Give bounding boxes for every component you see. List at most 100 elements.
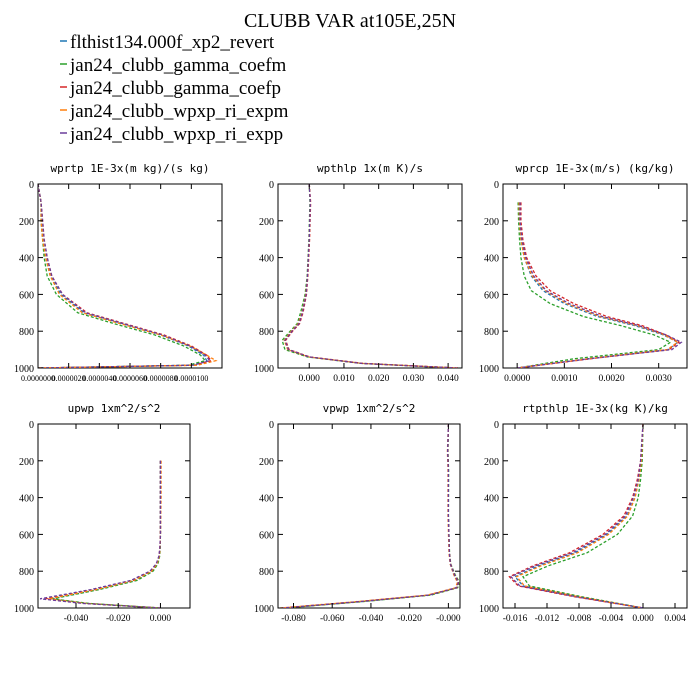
panel-4-series-3-line bbox=[45, 460, 162, 608]
panel-1-ytick-label-2: 200 bbox=[19, 217, 34, 228]
panel-3-series bbox=[517, 202, 683, 368]
panel-4-ytick-label-5: 800 bbox=[19, 567, 34, 578]
panel-3-series-1-line bbox=[517, 202, 679, 368]
panel-4-xtick-label-3: 0.000 bbox=[150, 614, 172, 624]
panel-3: wprcp 1E-3x(m/s) (kg/kg) 0 200 400 600 800 100… bbox=[479, 162, 688, 384]
panel-2-ytick-label-3: 400 bbox=[259, 254, 274, 265]
legend: flthist134.000f_xp2_revert jan24_clubb_g… bbox=[60, 32, 289, 145]
panel-3-ytick-label-6: 1000 bbox=[479, 364, 499, 375]
panel-3-frame bbox=[502, 183, 688, 369]
panel-6-series-5-line bbox=[509, 424, 644, 608]
panel-1-xtick-label-3: 0.0000040 bbox=[82, 374, 116, 383]
panel-1-series-1-line bbox=[38, 184, 208, 368]
panel-2-ytick-label-5: 800 bbox=[259, 327, 274, 338]
panel-2-xtick-label-5: 0.040 bbox=[437, 374, 459, 384]
panel-2-ytick-label-4: 600 bbox=[259, 290, 274, 301]
panel-6-xtick-label-4: -0.004 bbox=[599, 614, 624, 624]
legend-item-1: flthist134.000f_xp2_revert bbox=[70, 32, 275, 53]
panel-5-series-3-line bbox=[281, 424, 460, 608]
panel-1-frame bbox=[37, 183, 223, 369]
panel-2-xtick-label-4: 0.030 bbox=[403, 374, 425, 384]
panel-6-series-3-line bbox=[508, 424, 644, 608]
panel-1-xtick-label-5: 0.0000080 bbox=[144, 374, 178, 383]
panel-5-frame bbox=[277, 423, 461, 609]
panel-1-ytick-label-4: 600 bbox=[19, 290, 34, 301]
panel-6-ytick-label-3: 400 bbox=[484, 494, 499, 505]
panel-6-ytick-label-6: 1000 bbox=[479, 604, 499, 615]
panel-3-xtick-label-2: 0.0010 bbox=[551, 374, 577, 384]
panel-2-series-5-line bbox=[284, 184, 457, 368]
panel-3-xtick-label-3: 0.0020 bbox=[598, 374, 624, 384]
legend-item-2-label: jan24_clubb_gamma_coefm bbox=[69, 55, 287, 76]
panel-6: rtpthlp 1E-3x(kg K)/kg02004006008001000-… bbox=[479, 402, 688, 624]
legend-item-4-label: jan24_clubb_wpxp_ri_expm bbox=[69, 101, 289, 122]
panel-3-ytick-label-3: 400 bbox=[484, 254, 499, 265]
panel-5-xtick-label-5: -0.000 bbox=[436, 614, 461, 624]
legend-item-1-label: flthist134.000f_xp2_revert bbox=[70, 32, 275, 53]
panel-1-xtick-label-4: 0.0000060 bbox=[113, 374, 147, 383]
panel-1-series bbox=[38, 184, 218, 368]
panel-5-series-5-line bbox=[282, 424, 460, 608]
panel-1-series-3-line bbox=[38, 184, 213, 368]
panel-5-xtick-label-4: -0.020 bbox=[397, 614, 422, 624]
panel-5-series-2-line bbox=[285, 424, 460, 608]
panel-1-ytick-label-6: 1000 bbox=[14, 364, 34, 375]
panel-3-ytick-label-2: 200 bbox=[484, 217, 499, 228]
panel-3-ytick-label-1: 0 bbox=[494, 180, 499, 191]
panel-4-xtick-label-1: -0.040 bbox=[64, 614, 89, 624]
panel-5-xtick-label-3: -0.040 bbox=[359, 614, 384, 624]
panel-1-xtick-label-6: 0.0000100 bbox=[174, 374, 208, 383]
panel-2-xtick-label-1: 0.000 bbox=[299, 374, 321, 384]
figure-title: CLUBB VAR at105E,25N bbox=[244, 10, 456, 32]
panel-5-series bbox=[279, 424, 460, 608]
panel-6-xtick-label-6: 0.004 bbox=[664, 614, 686, 624]
panel-5-ytick-label-6: 1000 bbox=[254, 604, 274, 615]
panel-1-ytick-label-5: 800 bbox=[19, 327, 34, 338]
panel-6-ytick-label-4: 600 bbox=[484, 530, 499, 541]
panel-2: wpthlp 1x(m K)/s 0 200 400 600 800 1000 0.000 0.… bbox=[254, 162, 463, 384]
panel-1-ytick-label-1: 0 bbox=[29, 180, 34, 191]
panel-6-xtick-label-3: -0.008 bbox=[567, 614, 592, 624]
panel-2-ytick-label-1: 0 bbox=[269, 180, 274, 191]
panel-6-xtick-label-2: -0.012 bbox=[535, 614, 560, 624]
panel-1-title: wprtp 1E-3x(m kg)/(s kg) bbox=[51, 162, 210, 175]
panel-3-ytick-label-4: 600 bbox=[484, 290, 499, 301]
panel-2-ytick-label-6: 1000 bbox=[254, 364, 274, 375]
panel-5-ytick-label-1: 0 bbox=[269, 420, 274, 431]
panel-5-ytick-label-4: 600 bbox=[259, 530, 274, 541]
panel-4-series-2-line bbox=[52, 460, 162, 608]
panel-5-series-1-line bbox=[283, 424, 459, 608]
legend-item-5-label: jan24_clubb_wpxp_ri_expp bbox=[69, 124, 283, 145]
panel-5-series-4-line bbox=[279, 424, 459, 608]
panel-3-series-2-line bbox=[517, 202, 672, 368]
panel-5-title: vpwp 1xm^2/s^2 bbox=[323, 402, 416, 415]
panel-6-frame bbox=[502, 423, 688, 609]
panel-6-ytick-label-5: 800 bbox=[484, 567, 499, 578]
panel-4-ytick-label-3: 400 bbox=[19, 494, 34, 505]
panel-2-frame bbox=[277, 183, 463, 369]
panel-2-series bbox=[281, 184, 459, 368]
panel-1-series-5-line bbox=[38, 184, 211, 368]
panel-1-series-2-line bbox=[38, 184, 207, 368]
panel-2-title: wpthlp 1x(m K)/s bbox=[317, 162, 423, 175]
panel-1-xtick-label-2: 0.0000020 bbox=[52, 374, 86, 383]
panel-4-xtick-label-2: -0.020 bbox=[106, 614, 131, 624]
panel-2-series-3-line bbox=[284, 184, 459, 368]
panel-4-ytick-label-6: 1000 bbox=[14, 604, 34, 615]
panel-3-series-3-line bbox=[517, 202, 681, 368]
panel-5-xtick-label-2: -0.060 bbox=[320, 614, 345, 624]
panel-2-ytick-label-2: 200 bbox=[259, 217, 274, 228]
panel-4-frame bbox=[37, 423, 191, 609]
panel-6-series-1-line bbox=[513, 424, 644, 608]
panel-4-title: upwp 1xm^2/s^2 bbox=[68, 402, 161, 415]
panel-4: upwp 1xm^2/s^2 0 200 400 600 800 1000 -0.040 -0.… bbox=[14, 402, 191, 624]
legend-item-5: jan24_clubb_wpxp_ri_expp bbox=[69, 124, 283, 145]
panel-5-ytick-label-3: 400 bbox=[259, 494, 274, 505]
panel-3-series-5-line bbox=[517, 202, 683, 368]
panel-3-ytick-label-5: 800 bbox=[484, 327, 499, 338]
panel-3-xtick-label-1: 0.0000 bbox=[504, 374, 530, 384]
panel-6-series-2-line bbox=[522, 424, 644, 608]
panel-6-ytick-label-1: 0 bbox=[494, 420, 499, 431]
panel-6-xtick-label-5: 0.000 bbox=[632, 614, 654, 624]
